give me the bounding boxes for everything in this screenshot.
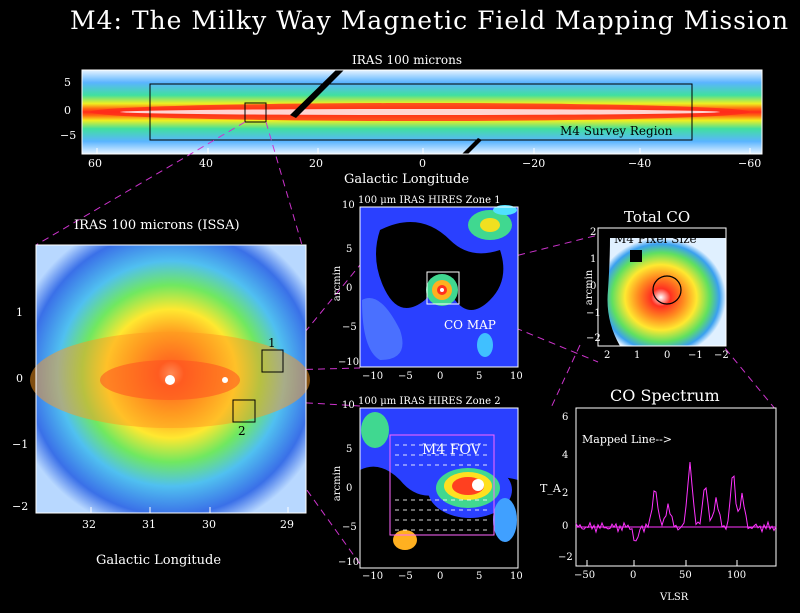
survey-ytick: −5 <box>60 129 77 142</box>
zone1-panel <box>359 205 519 368</box>
co-xtick: 1 <box>634 350 641 361</box>
zone1-co-map-box <box>426 271 460 305</box>
issa-title: IRAS 100 microns (ISSA) <box>74 218 240 233</box>
survey-xtick: 60 <box>88 157 102 170</box>
survey-ytick: 5 <box>64 76 71 89</box>
co-xtick: 0 <box>664 350 671 361</box>
pixel-size-square <box>630 250 642 262</box>
survey-xlabel: Galactic Longitude <box>344 172 470 187</box>
zone1-ylabel: arcmin <box>332 265 344 302</box>
zone2-ytick: 0 <box>346 483 353 494</box>
co-ytick: 1 <box>590 254 597 265</box>
zone2-panel <box>359 407 519 569</box>
survey-xtick: 0 <box>419 157 426 170</box>
zone1-title: 100 μm IRAS HIRES Zone 1 <box>358 195 501 206</box>
zone2-xtick: 0 <box>437 571 444 582</box>
zone2-xtick: −10 <box>362 571 384 582</box>
issa-xtick: 29 <box>280 518 294 531</box>
zone2-xtick: 5 <box>476 571 483 582</box>
issa-box2-label: 2 <box>238 424 246 438</box>
issa-xlabel: Galactic Longitude <box>96 553 222 568</box>
spectrum-xlabel: VLSR <box>660 592 689 603</box>
co-xtick: −2 <box>714 350 729 361</box>
spectrum-ylabel: T_A <box>540 482 561 495</box>
issa-ytick: 0 <box>16 372 23 385</box>
spectrum-annotation: Mapped Line--> <box>582 433 673 446</box>
issa-xtick: 30 <box>202 518 216 531</box>
zone1-ytick: 5 <box>346 244 353 255</box>
survey-panel <box>81 68 763 155</box>
survey-xtick: −40 <box>628 157 652 170</box>
zone1-xtick: −5 <box>398 371 413 382</box>
zone2-ytick: 10 <box>342 400 355 411</box>
co-xtick: 2 <box>604 350 611 361</box>
spectrum-line <box>575 462 777 542</box>
zone1-ytick: −5 <box>342 322 357 333</box>
survey-ytick: 0 <box>64 104 71 117</box>
survey-region-box <box>149 83 693 141</box>
issa-ytick: −1 <box>12 438 29 451</box>
co-ytick: 2 <box>590 227 597 238</box>
survey-xtick: 20 <box>309 157 323 170</box>
zone1-xtick: 5 <box>476 371 483 382</box>
issa-box1-label: 1 <box>268 336 276 350</box>
zone2-title: 100 μm IRAS HIRES Zone 2 <box>358 396 501 407</box>
spectrum-xtick: −50 <box>574 570 596 581</box>
zone1-xtick: 0 <box>437 371 444 382</box>
survey-zoom-box <box>244 102 267 123</box>
spectrum-ytick: 0 <box>562 521 569 532</box>
co-pixel-label: M4 Pixel Size <box>614 232 697 246</box>
spectrum-ytick: 4 <box>562 450 569 461</box>
issa-panel <box>30 244 310 514</box>
spectrum-xtick: 50 <box>679 570 692 581</box>
co-xtick: −1 <box>688 350 703 361</box>
zone1-xtick: −10 <box>362 371 384 382</box>
issa-ytick: −2 <box>12 500 29 513</box>
issa-xtick: 31 <box>142 518 156 531</box>
zone2-ylabel: arcmin <box>332 465 344 502</box>
spectrum-ytick: 2 <box>562 488 569 499</box>
zone1-xtick: 10 <box>510 371 523 382</box>
co-title: Total CO <box>624 208 691 226</box>
zone1-co-map-label: CO MAP <box>444 318 496 332</box>
beam-circle <box>652 275 682 305</box>
co-ytick: −1 <box>586 308 601 319</box>
zone1-ytick: −10 <box>338 357 360 368</box>
co-ytick: −2 <box>586 333 601 344</box>
zone1-ytick: 10 <box>342 200 355 211</box>
survey-xtick: −60 <box>738 157 762 170</box>
spectrum-panel <box>575 407 777 567</box>
zone2-fov-box <box>389 434 495 536</box>
zone2-ytick: −10 <box>338 557 360 568</box>
zone2-xtick: 10 <box>510 571 523 582</box>
co-ytick: 0 <box>590 281 597 292</box>
survey-data-gap <box>290 68 344 118</box>
survey-xtick: −20 <box>522 157 546 170</box>
issa-ytick: 1 <box>16 306 23 319</box>
zone2-ytick: −5 <box>342 522 357 533</box>
zone1-ytick: 0 <box>346 283 353 294</box>
issa-xtick: 32 <box>82 518 96 531</box>
survey-title: IRAS 100 microns <box>352 53 462 67</box>
zone2-xtick: −5 <box>398 571 413 582</box>
zone2-ytick: 5 <box>346 444 353 455</box>
survey-region-label: M4 Survey Region <box>560 124 673 138</box>
issa-zone2-box <box>232 399 256 423</box>
page-title: M4: The Milky Way Magnetic Field Mapping… <box>70 6 790 35</box>
spectrum-ytick: 6 <box>562 412 569 423</box>
survey-xtick: 40 <box>199 157 213 170</box>
spectrum-ytick: −2 <box>558 552 573 563</box>
zone2-fov-label: M4 FOV <box>422 442 481 458</box>
spectrum-title: CO Spectrum <box>610 386 720 405</box>
spectrum-xtick: 0 <box>630 570 637 581</box>
co-panel <box>597 227 727 347</box>
spectrum-xtick: 100 <box>727 570 747 581</box>
issa-zone1-box <box>261 349 284 373</box>
